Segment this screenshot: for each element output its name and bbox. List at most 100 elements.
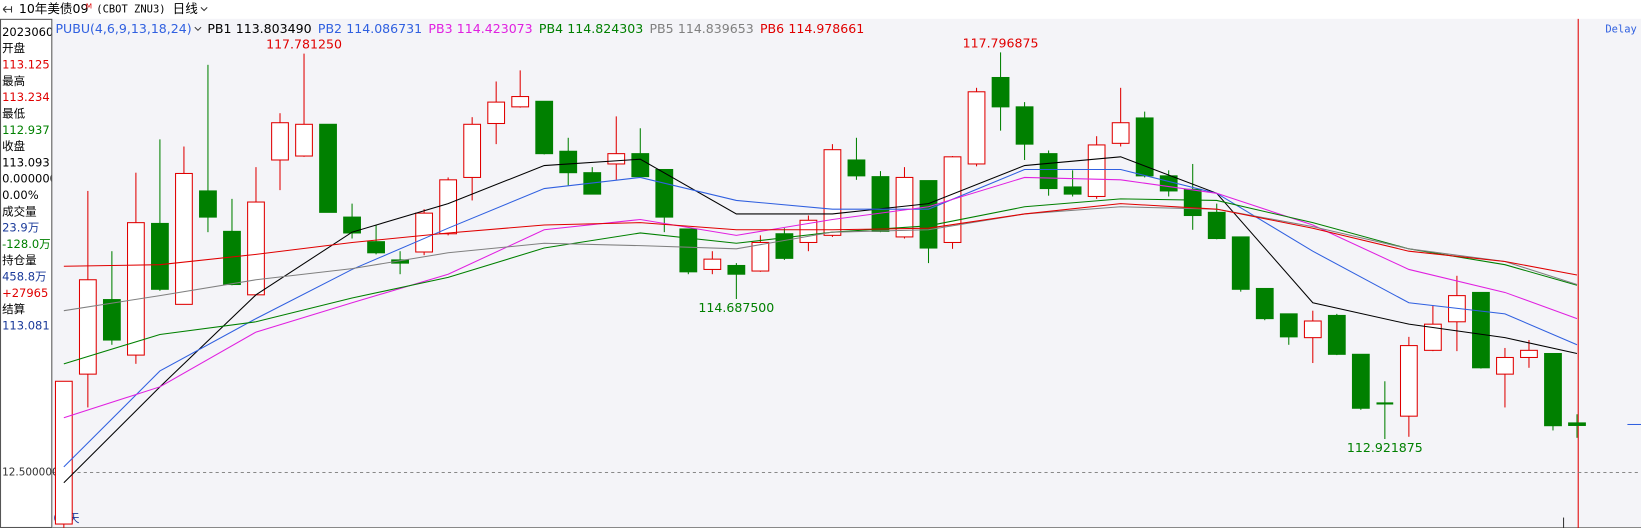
candle-body bbox=[823, 149, 842, 236]
candle-body bbox=[1231, 236, 1250, 290]
candle-body bbox=[847, 159, 866, 177]
info-text: 113.093 bbox=[2, 155, 50, 169]
info-text: 成交量 bbox=[2, 204, 37, 218]
y-tick-label: 12.500000 bbox=[2, 466, 59, 478]
legend-value: 114.423073 bbox=[457, 21, 533, 36]
period[interactable]: 日线 bbox=[173, 1, 199, 16]
candle-body bbox=[151, 222, 169, 290]
candle-body bbox=[967, 91, 986, 165]
info-text: 结算 bbox=[2, 302, 25, 316]
candle-body bbox=[319, 123, 337, 213]
info-text: -128.0万 bbox=[2, 237, 51, 251]
legend-value: 113.803490 bbox=[236, 21, 312, 36]
legend-value: 114.839653 bbox=[678, 21, 754, 36]
legend-name: PB5 bbox=[649, 21, 673, 36]
candle-body bbox=[1135, 117, 1154, 177]
candle-body bbox=[439, 179, 458, 235]
candle-body bbox=[991, 76, 1010, 108]
indicator-dropdown bbox=[194, 26, 202, 32]
candle-body bbox=[175, 172, 193, 305]
legend-name: PB4 bbox=[539, 21, 563, 36]
info-panel-texts: 20230608 开盘 113.125 最高 113.234 最低 112.937 收盘 113… bbox=[2, 25, 61, 333]
candle-body bbox=[655, 168, 674, 218]
candle-body bbox=[919, 180, 938, 249]
ma-line bbox=[63, 168, 1578, 468]
price-annotation: 114.687500 bbox=[698, 300, 774, 315]
info-text: 持仓量 bbox=[2, 253, 37, 267]
candle-body bbox=[607, 153, 626, 165]
candle-body bbox=[199, 190, 217, 218]
legend-value: 114.978661 bbox=[788, 21, 864, 36]
candle-body bbox=[463, 123, 482, 178]
candle-body bbox=[1039, 153, 1058, 190]
candle-body bbox=[1279, 313, 1298, 338]
candle-body bbox=[511, 96, 530, 108]
info-text: 最高 bbox=[2, 74, 25, 88]
candle-body bbox=[703, 258, 722, 270]
info-text: 0.00% bbox=[2, 188, 39, 202]
ma-line bbox=[63, 176, 1578, 419]
candle-body bbox=[1303, 320, 1322, 339]
ma-line bbox=[63, 203, 1578, 276]
candle-body bbox=[343, 216, 361, 234]
candle-body bbox=[1472, 291, 1490, 369]
legend-name: PB1 bbox=[207, 21, 231, 36]
candle-body bbox=[54, 380, 73, 525]
candle-body bbox=[1063, 186, 1082, 195]
candle-body bbox=[271, 122, 289, 161]
info-text: 20230608 bbox=[2, 25, 61, 39]
info-text: 112.937 bbox=[2, 123, 50, 137]
candle-body bbox=[751, 241, 770, 272]
candle-body bbox=[1496, 356, 1514, 375]
info-text: 0.000000 bbox=[2, 172, 57, 186]
candle-body bbox=[1207, 211, 1226, 240]
legend-value: 114.824303 bbox=[567, 21, 643, 36]
flag: M bbox=[86, 1, 92, 10]
candle-body bbox=[367, 241, 385, 254]
indicator-name[interactable]: PUBU(4,6,9,13,18,24) bbox=[55, 21, 191, 36]
info-text: 458.8万 bbox=[2, 270, 46, 284]
legend-name: PB3 bbox=[428, 21, 452, 36]
candle-body bbox=[1327, 314, 1346, 355]
legend-name: PB2 bbox=[318, 21, 342, 36]
candle-body bbox=[1544, 352, 1562, 427]
candle-body bbox=[559, 150, 578, 174]
info-text: 113.125 bbox=[2, 58, 50, 72]
info-text: 收盘 bbox=[2, 139, 25, 153]
delay: Delay bbox=[1605, 23, 1636, 35]
candle-body bbox=[1255, 287, 1274, 320]
candle-body bbox=[535, 100, 554, 155]
info-text: 113.081 bbox=[2, 319, 50, 333]
candle-body bbox=[126, 222, 145, 356]
back-icon[interactable] bbox=[2, 5, 13, 13]
candle-body bbox=[391, 259, 409, 264]
info-text: 23.9万 bbox=[2, 221, 39, 235]
info-text: +27965 bbox=[2, 286, 48, 300]
candle-body bbox=[631, 153, 650, 178]
candle-body bbox=[1520, 349, 1538, 359]
candle-body bbox=[871, 176, 890, 232]
candle-body bbox=[679, 228, 698, 273]
header-bar bbox=[0, 0, 1641, 19]
candle-body bbox=[102, 299, 121, 341]
price-annotation: 117.781250 bbox=[266, 37, 342, 52]
candle-body bbox=[727, 264, 746, 275]
candle-body bbox=[1183, 188, 1202, 217]
candle-body bbox=[78, 279, 97, 375]
candle-body bbox=[1087, 144, 1106, 198]
symbol: 10年美债09 bbox=[19, 1, 89, 16]
candle-body bbox=[1015, 106, 1034, 145]
candle-body bbox=[1423, 323, 1442, 351]
candle-body bbox=[487, 101, 506, 125]
info-text: 最低 bbox=[2, 106, 26, 120]
info-text: 113.234 bbox=[2, 90, 50, 104]
ma-line bbox=[63, 206, 1578, 312]
candle-body bbox=[1111, 122, 1130, 144]
candle-body bbox=[415, 212, 434, 253]
candle-body bbox=[1351, 353, 1370, 409]
period-dropdown[interactable] bbox=[200, 6, 208, 12]
price-annotation: 117.796875 bbox=[963, 36, 1039, 51]
